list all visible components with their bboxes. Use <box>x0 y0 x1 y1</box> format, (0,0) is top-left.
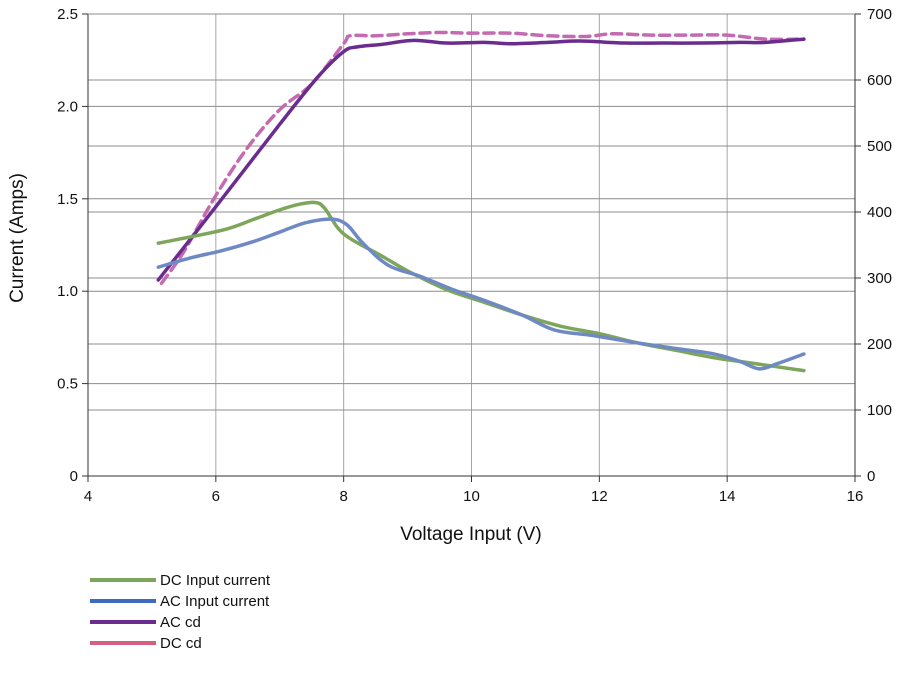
y-tick-label: 2.0 <box>57 98 78 115</box>
series-layer <box>156 30 806 373</box>
x-tick-label: 10 <box>463 488 480 505</box>
ticks-layer: 4 6 8 10 12 14 1600.51.01.52.02.50100200300400… <box>57 6 892 505</box>
y2-tick-label: 200 <box>867 336 892 353</box>
series-line-dc-input-current <box>156 200 806 373</box>
legend-label-dc-cd: DC cd <box>160 635 202 652</box>
series-line-ac-cd <box>156 37 806 282</box>
x-tick-label: 14 <box>719 488 736 505</box>
y2-tick-label: 300 <box>867 270 892 287</box>
legend: DC Input current AC Input current AC cd DC … <box>90 572 271 652</box>
x-tick-label: 6 <box>212 488 220 505</box>
legend-label-ac-input-current: AC Input current <box>160 593 270 610</box>
y-tick-label: 0.5 <box>57 376 78 393</box>
legend-label-dc-input-current: DC Input current <box>160 572 271 589</box>
grid-layer <box>88 14 855 476</box>
y-tick-label: 1.0 <box>57 283 78 300</box>
x-tick-label: 8 <box>339 488 347 505</box>
legend-label-ac-cd: AC cd <box>160 614 201 631</box>
y2-tick-label: 500 <box>867 138 892 155</box>
y2-tick-label: 700 <box>867 6 892 23</box>
x-tick-label: 16 <box>847 488 864 505</box>
y-tick-label: 0 <box>70 468 78 485</box>
y2-tick-label: 100 <box>867 402 892 419</box>
series-line-dc-cd <box>159 30 806 286</box>
y2-tick-label: 0 <box>867 468 875 485</box>
y2-tick-label: 600 <box>867 72 892 89</box>
y-tick-label: 2.5 <box>57 6 78 23</box>
y-axis-title: Current (Amps) <box>7 173 28 303</box>
y2-tick-label: 400 <box>867 204 892 221</box>
x-axis-title: Voltage Input (V) <box>400 524 542 545</box>
x-tick-label: 4 <box>84 488 92 505</box>
series-line-ac-input-current <box>156 217 806 371</box>
y-tick-label: 1.5 <box>57 191 78 208</box>
x-tick-label: 12 <box>591 488 608 505</box>
